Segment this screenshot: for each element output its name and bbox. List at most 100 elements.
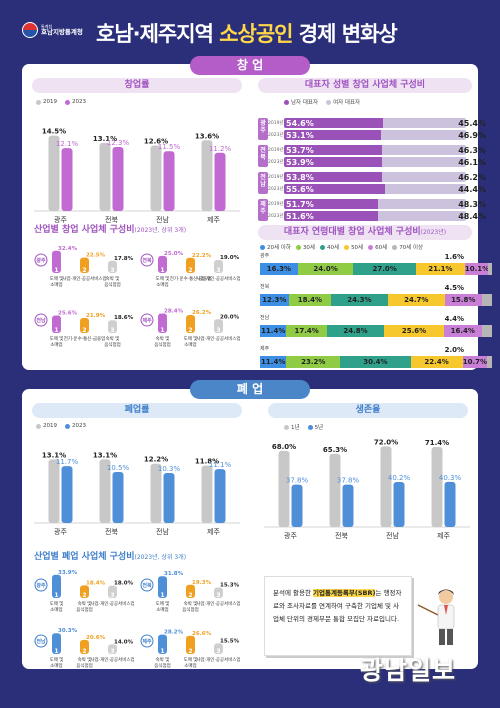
industry-category-label: 전기·운수·통신·금융업 xyxy=(170,275,212,282)
industry-value-label: 31.8% xyxy=(164,571,184,577)
industry-region-label: 전북 xyxy=(142,582,152,589)
logo-line1: 통계청 xyxy=(41,24,53,29)
industry-bar xyxy=(214,259,223,273)
gender-male-value: 53.1% xyxy=(286,131,314,140)
gender-year-label: 2023년 xyxy=(268,187,284,192)
gender-year-label: 2019년 xyxy=(268,148,284,153)
gender-track: 53.7% 46.3% xyxy=(284,145,486,155)
startup-rate-bar xyxy=(48,135,60,211)
industry-value-label: 22.2% xyxy=(192,253,212,259)
survival-bar xyxy=(329,453,341,527)
industry-rank-label: 3 xyxy=(110,267,114,274)
industry-category-label: 숙박 및 xyxy=(184,600,198,607)
industry-bar xyxy=(52,250,61,273)
gender-row: 2023년 53.1% 46.9% xyxy=(256,130,488,140)
gender-female-value: 46.9% xyxy=(458,131,486,140)
industry-rank-label: 3 xyxy=(216,267,220,274)
survival-chart: 68.0% 37.8% 광주 65.3% 37.8% 전북 72.0% 40.2% 전남 71.4… xyxy=(264,438,470,540)
industry-category-label: 도매 및 xyxy=(156,600,170,607)
industry-category-label: 소매업 xyxy=(156,281,168,288)
gender-track: 51.6% 48.4% xyxy=(284,211,486,221)
age-legend-item: 40세 xyxy=(320,243,339,251)
closure-rate-category-label: 광주 xyxy=(54,528,67,536)
startup-rate-bar xyxy=(163,151,175,211)
gender-legend: 남자 대표자 여자 대표자 xyxy=(284,98,360,106)
industry-category-label: 사업·개인·공공서비스업 xyxy=(90,656,134,663)
age-legend-item: 70세 이상 xyxy=(392,243,423,251)
industry-category-label: 도매 및 xyxy=(50,656,64,663)
industry-value-label: 19.3% xyxy=(192,580,212,586)
industry-category-label: 음식점업 xyxy=(104,341,121,348)
industry-bar xyxy=(158,255,167,273)
startup-industry-title: 산업별 창업 사업체 구성비(2023년, 상위 3개) xyxy=(34,225,187,235)
survival-category-label: 전북 xyxy=(335,531,348,540)
industry-category-label: 음식점업 xyxy=(104,281,121,288)
industry-category-label: 숙박 및 xyxy=(78,656,92,663)
industry-region-label: 전남 xyxy=(36,317,46,324)
industry-value-label: 25.6% xyxy=(58,310,78,316)
industry-rank-label: 3 xyxy=(110,592,114,599)
age-stacked-bar: 11.4% 23.2% 30.4% 22.4% 10.7% xyxy=(260,356,492,368)
age-segment: 24.8% xyxy=(326,325,385,337)
age-segment: 16.3% xyxy=(260,263,298,275)
survival-category-label: 제주 xyxy=(437,532,450,540)
age-stacked-bar: 16.3% 24.0% 27.0% 21.1% 10.1% xyxy=(260,263,492,275)
startup-rate-value-label: 11.5% xyxy=(158,143,181,151)
industry-rank-label: 1 xyxy=(160,648,164,655)
gender-row: 2019년 53.7% 46.3% xyxy=(256,145,488,155)
gender-male-bar xyxy=(284,130,381,140)
industry-rank-label: 3 xyxy=(110,648,114,655)
industry-rank-label: 3 xyxy=(110,327,114,334)
industry-bar xyxy=(52,315,61,333)
age-segment xyxy=(481,325,492,337)
industry-category-label: 음식점업 xyxy=(154,341,171,348)
industry-category-label: 사업·개인·공공서비스업 xyxy=(196,600,240,607)
startup-rate-chart: 14.5% 12.1% 광주 13.1%12.3% 전북 12.6%11.5% 전남 13.6… xyxy=(34,128,240,224)
startup-industry-jeju: 제주 1 28.4% 숙박 및 음식점업 2 26.2% 도매 및 소매업 3 20.0% 사업·개인… xyxy=(140,300,241,352)
gender-track: 55.6% 44.4% xyxy=(284,184,486,194)
startup-industry-jeonnam: 전남 1 25.6% 도매 및 소매업 2 21.9% 전기·운수·통신·금융업 3 18.6% 숙… xyxy=(34,300,134,352)
gender-region-label: 광주 xyxy=(258,118,268,140)
industry-bar xyxy=(158,634,167,654)
industry-rank-label: 1 xyxy=(54,267,58,274)
industry-category-label: 숙박 및 xyxy=(106,275,120,282)
age-segment: 12.3% xyxy=(260,294,289,306)
age-region-label: 제주 xyxy=(260,346,270,352)
industry-rank-label: 1 xyxy=(54,592,58,599)
industry-region-label: 전남 xyxy=(36,638,46,645)
gender-male-value: 55.6% xyxy=(286,185,314,194)
survival-value-label: 40.3% xyxy=(439,474,462,482)
gender-year-label: 2023년 xyxy=(268,160,284,165)
industry-value-label: 28.2% xyxy=(164,630,184,636)
closure-rate-bar xyxy=(214,469,226,523)
industry-rank-label: 1 xyxy=(160,267,164,274)
startup-rate-value-label: 12.1% xyxy=(56,140,79,148)
industry-bar xyxy=(80,585,89,598)
age-segment: 10.7% xyxy=(462,356,488,368)
gender-region-label: 전북 xyxy=(258,145,268,167)
industry-region-badge xyxy=(34,253,48,267)
industry-category-label: 도매 및 xyxy=(50,335,64,342)
closure-rate-value-label: 13.1% xyxy=(93,451,117,459)
industry-category-label: 도매 및 xyxy=(50,600,64,607)
closure-rate-category-label: 전남 xyxy=(156,527,169,536)
closure-rate-bar xyxy=(99,459,111,523)
page-title: 호남·제주지역 소상공인 경제 변화상 xyxy=(96,22,398,46)
gender-track: 54.6% 45.4% xyxy=(284,118,486,128)
age-segment xyxy=(481,294,492,306)
survival-value-label: 71.4% xyxy=(425,439,449,447)
age-segment: 16.4% xyxy=(443,325,482,337)
survival-value-label: 37.8% xyxy=(286,477,309,485)
gender-male-value: 54.6% xyxy=(286,119,314,128)
startup-industry-jeonbuk: 전북 1 25.0% 도매 및 소매업 2 22.2% 전기·운수·통신·금융업 3 19.0% 사… xyxy=(140,240,241,292)
age-stacked-bar: 11.4% 17.4% 24.8% 25.6% 16.4% xyxy=(260,325,492,337)
age-segment: 27.0% xyxy=(353,263,416,275)
gender-row: 2023년 51.6% 48.4% xyxy=(256,211,488,221)
industry-category-label: 사업·개인·공공서비스업 xyxy=(196,275,240,282)
gender-male-bar xyxy=(284,172,382,182)
industry-rank-label: 2 xyxy=(188,592,192,599)
gender-year-label: 2019년 xyxy=(268,175,284,180)
age-70plus-value: 4.4% xyxy=(444,315,464,323)
industry-bar xyxy=(186,257,195,273)
age-segment: 22.4% xyxy=(410,356,463,368)
